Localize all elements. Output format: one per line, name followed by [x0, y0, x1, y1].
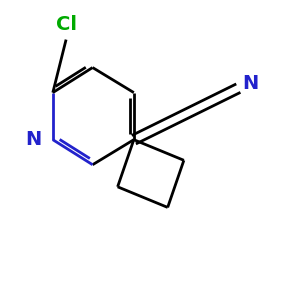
Text: Cl: Cl	[56, 15, 76, 34]
Text: N: N	[242, 74, 258, 93]
Text: N: N	[25, 130, 41, 149]
